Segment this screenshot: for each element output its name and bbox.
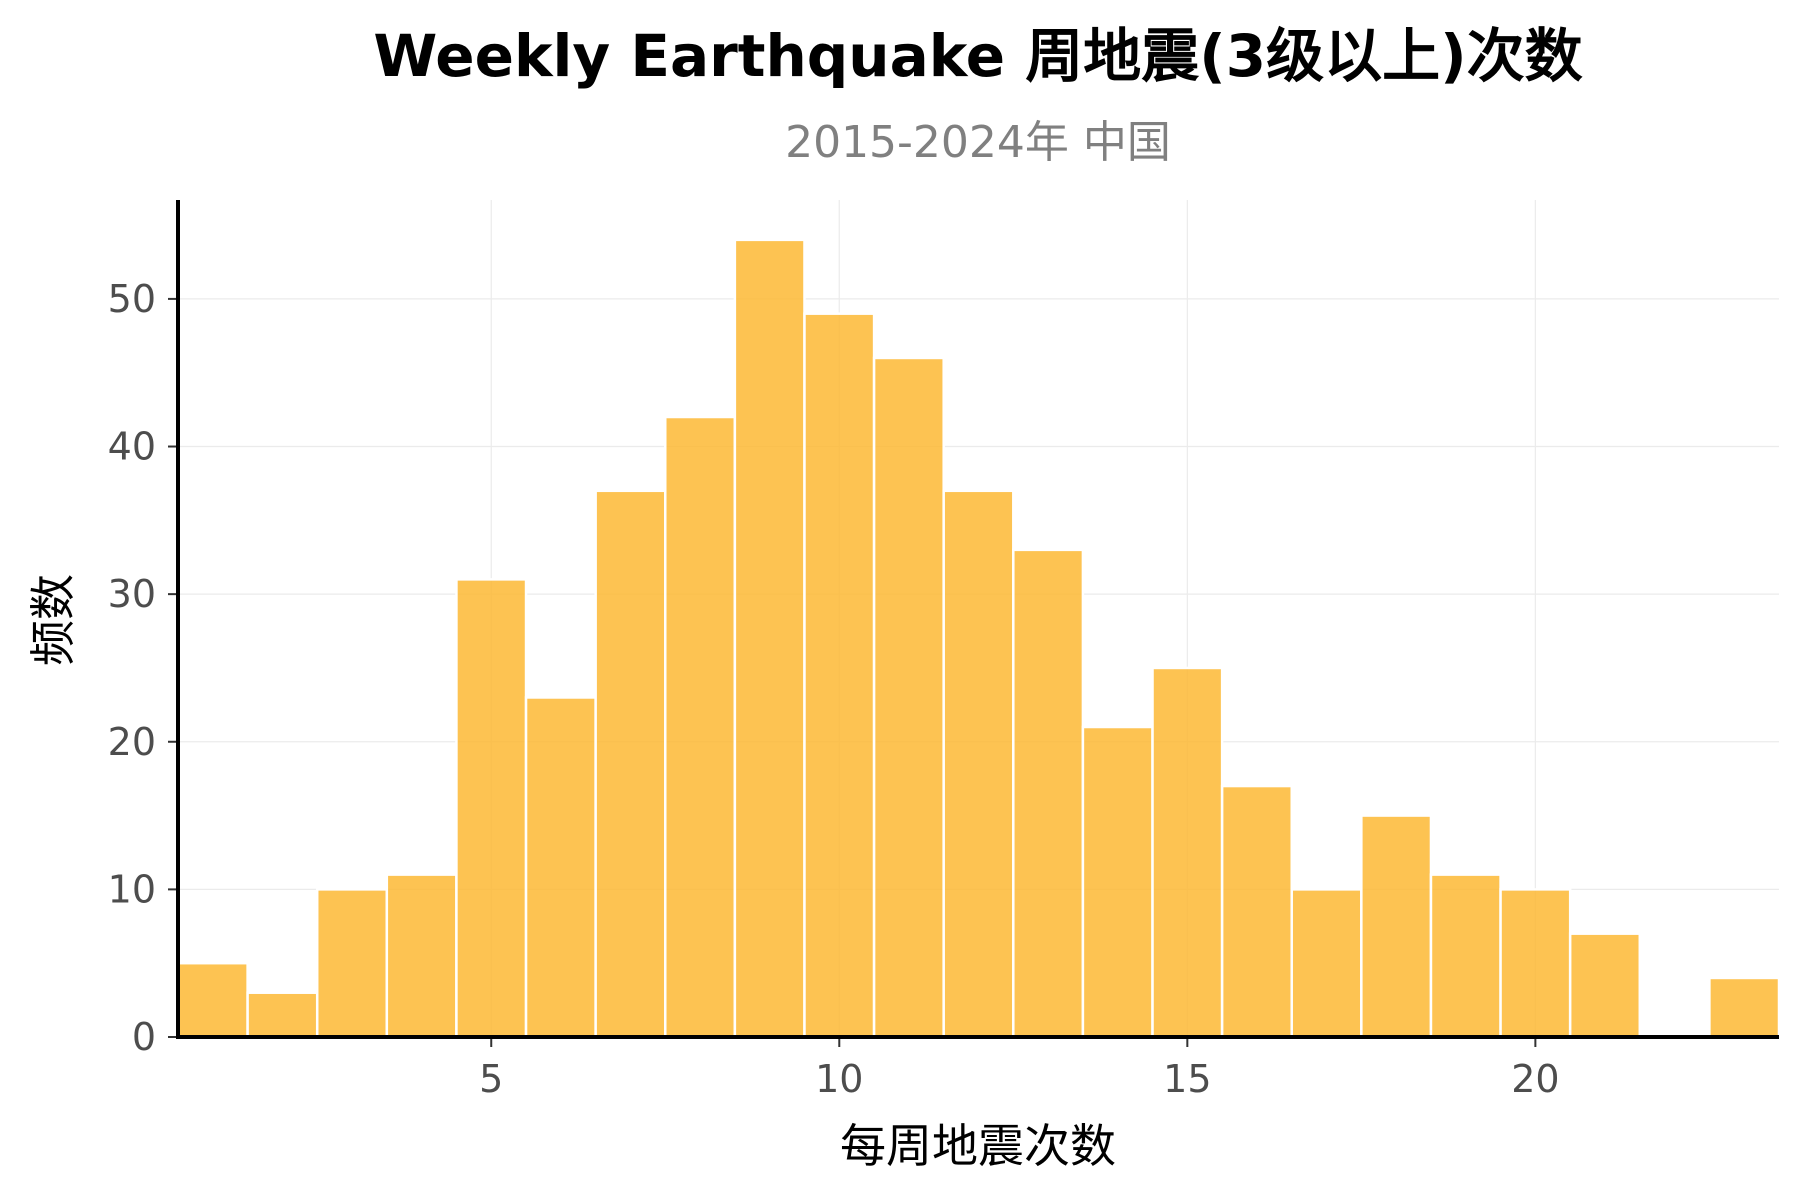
y-tick-label-30: 30	[108, 572, 156, 616]
y-axis-title: 频数	[26, 574, 80, 666]
histogram-bar-9	[733, 238, 806, 1039]
histogram-bar-7	[594, 489, 667, 1039]
histogram-bar-6	[524, 696, 597, 1039]
histogram-bar-13	[1012, 548, 1085, 1039]
tick-layer: 5 10 15 20 0 10 20 30 40 50	[108, 277, 1560, 1101]
x-tick-label-10: 10	[815, 1057, 863, 1101]
histogram-bar-15	[1151, 666, 1224, 1039]
histogram-bar-2	[246, 991, 319, 1039]
bar-layer	[176, 238, 1781, 1039]
title-layer: Weekly Earthquake 周地震(3级以上)次数 2015-2024年…	[373, 22, 1582, 168]
y-tick-label-10: 10	[108, 867, 156, 911]
histogram-bar-18	[1360, 814, 1433, 1039]
x-tick-label-15: 15	[1163, 1057, 1211, 1101]
x-axis-title: 每周地震次数	[840, 1119, 1116, 1173]
histogram-bar-19	[1429, 873, 1502, 1039]
histogram-bar-11	[872, 356, 945, 1039]
chart-subtitle: 2015-2024年 中国	[785, 117, 1171, 168]
chart-title: Weekly Earthquake 周地震(3级以上)次数	[373, 22, 1582, 90]
histogram-bar-3	[315, 888, 389, 1039]
histogram-bar-5	[455, 578, 528, 1039]
histogram-bar-16	[1220, 784, 1293, 1039]
histogram-bar-1	[176, 961, 249, 1039]
histogram-bar-12	[942, 489, 1015, 1039]
histogram-bar-20	[1499, 888, 1572, 1039]
histogram-bar-8	[664, 415, 737, 1039]
x-tick-label-5: 5	[479, 1057, 503, 1101]
histogram-bar-23	[1708, 976, 1781, 1039]
histogram-bar-17	[1290, 888, 1363, 1039]
histogram-bar-14	[1081, 725, 1154, 1039]
y-tick-label-0: 0	[132, 1015, 156, 1059]
y-tick-label-50: 50	[108, 277, 156, 321]
histogram-bar-10	[803, 312, 876, 1039]
y-tick-label-40: 40	[108, 425, 156, 469]
y-tick-label-20: 20	[108, 720, 156, 764]
histogram-bar-4	[385, 873, 458, 1039]
x-tick-label-20: 20	[1511, 1057, 1559, 1101]
histogram-bar-21	[1568, 932, 1642, 1039]
label-layer: 每周地震次数 频数	[26, 574, 1116, 1173]
axis-layer	[176, 200, 1779, 1039]
